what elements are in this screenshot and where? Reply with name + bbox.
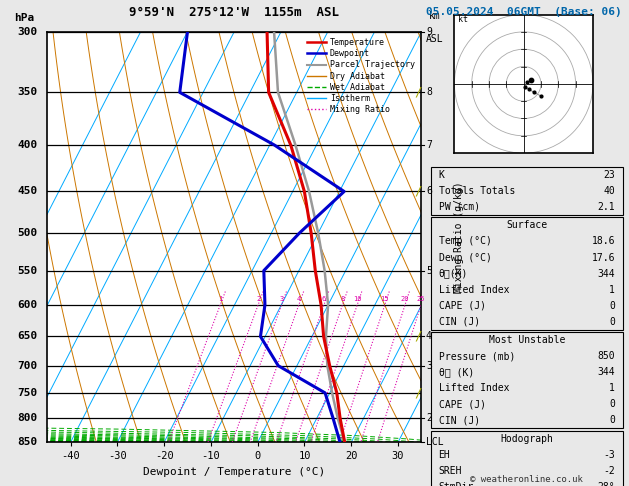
Text: CAPE (J): CAPE (J) <box>438 399 486 409</box>
Text: 3: 3 <box>426 361 431 371</box>
Text: 500: 500 <box>18 228 38 238</box>
Text: 850: 850 <box>18 437 38 447</box>
Text: 15: 15 <box>381 295 389 302</box>
Text: 40: 40 <box>603 186 615 196</box>
Text: 2.1: 2.1 <box>598 202 615 212</box>
Text: 1: 1 <box>218 295 223 302</box>
Text: 350: 350 <box>18 87 38 97</box>
Text: Totals Totals: Totals Totals <box>438 186 515 196</box>
Text: © weatheronline.co.uk: © weatheronline.co.uk <box>470 474 583 484</box>
Text: -2: -2 <box>603 466 615 476</box>
Text: kt: kt <box>458 15 468 23</box>
Text: 0: 0 <box>609 301 615 311</box>
Text: 0: 0 <box>609 317 615 327</box>
Text: θᴇ (K): θᴇ (K) <box>438 367 474 377</box>
Text: LCL: LCL <box>426 437 443 447</box>
Text: 550: 550 <box>18 266 38 276</box>
Text: ASL: ASL <box>426 34 443 44</box>
Text: 400: 400 <box>18 140 38 150</box>
Text: Hodograph: Hodograph <box>500 434 554 444</box>
Text: 6: 6 <box>322 295 326 302</box>
Text: 0: 0 <box>609 399 615 409</box>
Text: 23: 23 <box>603 170 615 180</box>
Text: 10: 10 <box>353 295 362 302</box>
Text: 450: 450 <box>18 187 38 196</box>
Text: km: km <box>428 11 440 21</box>
Text: StmDir: StmDir <box>438 482 474 486</box>
Text: 0: 0 <box>609 416 615 425</box>
Text: 8: 8 <box>426 87 431 97</box>
Bar <box>431 217 623 330</box>
Point <box>536 92 546 100</box>
Text: 9°59'N  275°12'W  1155m  ASL: 9°59'N 275°12'W 1155m ASL <box>130 6 339 18</box>
Text: 25: 25 <box>417 295 425 302</box>
Text: 344: 344 <box>598 269 615 278</box>
Text: PW (cm): PW (cm) <box>438 202 480 212</box>
Text: 1: 1 <box>609 383 615 393</box>
Text: Mixing Ratio (g/kg): Mixing Ratio (g/kg) <box>454 181 464 293</box>
Text: 700: 700 <box>18 361 38 371</box>
Text: /: / <box>415 330 422 343</box>
Text: 2: 2 <box>426 414 431 423</box>
Text: Pressure (mb): Pressure (mb) <box>438 351 515 361</box>
Text: 600: 600 <box>18 300 38 310</box>
Text: SREH: SREH <box>438 466 462 476</box>
Text: hPa: hPa <box>14 14 35 23</box>
Text: 9: 9 <box>426 27 431 36</box>
Text: 2: 2 <box>256 295 260 302</box>
Text: Lifted Index: Lifted Index <box>438 285 509 295</box>
Text: 5: 5 <box>426 266 431 276</box>
Text: Temp (°C): Temp (°C) <box>438 237 491 246</box>
Bar <box>431 431 623 486</box>
Text: CAPE (J): CAPE (J) <box>438 301 486 311</box>
X-axis label: Dewpoint / Temperature (°C): Dewpoint / Temperature (°C) <box>143 467 325 477</box>
Text: 300: 300 <box>18 27 38 36</box>
Text: 05.05.2024  06GMT  (Base: 06): 05.05.2024 06GMT (Base: 06) <box>426 7 621 17</box>
Text: CIN (J): CIN (J) <box>438 317 480 327</box>
Text: 344: 344 <box>598 367 615 377</box>
Text: Most Unstable: Most Unstable <box>489 335 565 345</box>
Text: 8: 8 <box>340 295 345 302</box>
Text: 3: 3 <box>279 295 284 302</box>
Text: 650: 650 <box>18 331 38 342</box>
Point <box>520 84 530 91</box>
Bar <box>431 167 623 215</box>
Point <box>522 78 532 86</box>
Text: Lifted Index: Lifted Index <box>438 383 509 393</box>
Text: 750: 750 <box>18 388 38 398</box>
Point <box>529 88 539 96</box>
Text: 20: 20 <box>401 295 409 302</box>
Text: 800: 800 <box>18 414 38 423</box>
Text: 850: 850 <box>598 351 615 361</box>
Text: 6: 6 <box>426 187 431 196</box>
Text: 18.6: 18.6 <box>591 237 615 246</box>
Bar <box>431 332 623 429</box>
Text: -3: -3 <box>603 450 615 460</box>
Text: Dewp (°C): Dewp (°C) <box>438 253 491 262</box>
Text: 1: 1 <box>609 285 615 295</box>
Text: K: K <box>438 170 445 180</box>
Text: θᴇ(K): θᴇ(K) <box>438 269 468 278</box>
Text: EH: EH <box>438 450 450 460</box>
Point <box>526 76 536 84</box>
Text: CIN (J): CIN (J) <box>438 416 480 425</box>
Text: 17.6: 17.6 <box>591 253 615 262</box>
Text: Surface: Surface <box>506 221 547 230</box>
Text: /: / <box>415 185 422 198</box>
Legend: Temperature, Dewpoint, Parcel Trajectory, Dry Adiabat, Wet Adiabat, Isotherm, Mi: Temperature, Dewpoint, Parcel Trajectory… <box>305 36 417 116</box>
Text: 7: 7 <box>426 140 431 150</box>
Text: 4: 4 <box>426 331 431 342</box>
Text: 4: 4 <box>297 295 301 302</box>
Text: /: / <box>415 386 422 399</box>
Point <box>524 85 534 93</box>
Text: /: / <box>415 86 422 99</box>
Text: 28°: 28° <box>598 482 615 486</box>
